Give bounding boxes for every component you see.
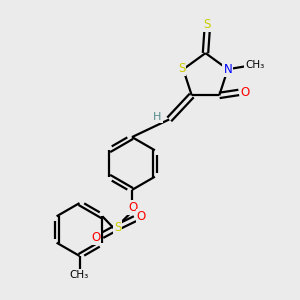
Text: S: S xyxy=(203,18,211,32)
Text: CH₃: CH₃ xyxy=(70,270,89,280)
Text: O: O xyxy=(91,231,100,244)
Text: S: S xyxy=(178,62,185,75)
Text: O: O xyxy=(241,86,250,99)
Text: S: S xyxy=(114,220,121,234)
Text: N: N xyxy=(224,63,232,76)
Text: CH₃: CH₃ xyxy=(245,60,264,70)
Text: H: H xyxy=(153,112,162,122)
Text: O: O xyxy=(137,210,146,224)
Text: O: O xyxy=(128,201,137,214)
